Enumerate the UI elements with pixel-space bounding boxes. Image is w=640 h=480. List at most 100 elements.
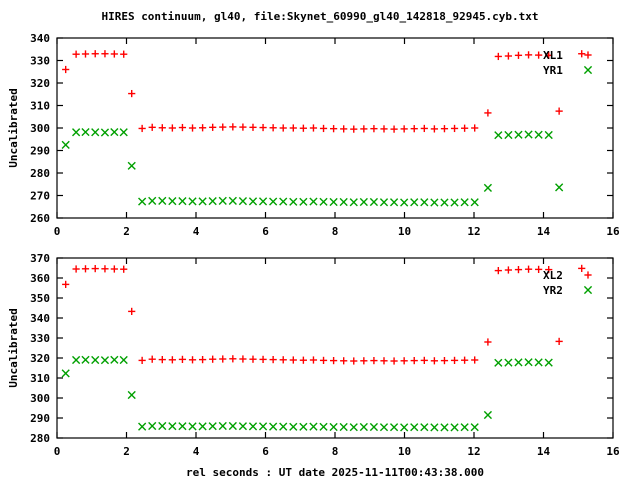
data-point-YR1 (410, 198, 419, 207)
data-point-YR1 (494, 131, 503, 140)
data-point-XL2 (128, 307, 136, 315)
data-point-YR1 (349, 198, 358, 207)
data-point-XL1 (199, 124, 207, 132)
x-tick-label-top: 12 (467, 225, 480, 238)
x-tick-label-bottom: 6 (262, 445, 269, 458)
y-tick-label-bottom: 370 (30, 252, 50, 265)
data-point-XL1 (120, 50, 128, 58)
data-point-XL2 (138, 356, 146, 364)
data-point-YR1 (178, 197, 187, 206)
data-points-bottom (61, 264, 586, 432)
data-point-YR1 (309, 197, 318, 206)
data-point-XL1 (110, 50, 118, 58)
data-point-YR2 (319, 422, 328, 431)
data-point-XL1 (514, 51, 523, 59)
data-point-XL2 (101, 265, 109, 273)
data-point-XL1 (330, 125, 338, 133)
data-point-XL2 (360, 357, 368, 365)
data-point-XL1 (471, 124, 479, 132)
data-point-YR2 (110, 355, 119, 364)
data-point-XL2 (420, 356, 428, 364)
data-point-YR1 (514, 130, 523, 139)
x-tick-label-bottom: 10 (398, 445, 411, 458)
data-point-YR2 (148, 421, 157, 431)
x-tick-label-bottom: 4 (193, 445, 200, 458)
y-tick-label-bottom: 290 (30, 412, 50, 425)
x-tick-label-top: 14 (537, 225, 551, 238)
data-point-XL2 (390, 357, 398, 365)
data-point-XL1 (259, 123, 267, 132)
data-point-XL2 (168, 356, 176, 364)
data-point-XL1 (239, 123, 247, 131)
data-point-YR1 (258, 197, 268, 206)
y-tick-label-top: 280 (30, 167, 50, 180)
data-point-XL2 (148, 355, 156, 363)
x-tick-label-top: 4 (193, 225, 200, 238)
panel-bottom: 280 290 300 310 320 330 340 350 360 370 0 2 4 6 8 10 12 1… (7, 252, 620, 479)
data-point-XL1 (494, 52, 502, 61)
data-point-YR2 (440, 423, 449, 432)
data-point-YR1 (208, 197, 217, 206)
data-point-YR2 (483, 410, 492, 420)
data-point-YR1 (119, 128, 128, 137)
y-tick-label-bottom: 330 (30, 332, 50, 345)
data-point-YR1 (279, 197, 288, 206)
y-tick-label-bottom: 360 (30, 272, 50, 285)
data-point-YR1 (228, 196, 237, 205)
data-point-XL2 (120, 265, 128, 273)
data-point-XL1 (350, 125, 358, 133)
data-point-XL2 (199, 356, 207, 364)
data-point-YR1 (319, 197, 328, 206)
data-point-YR1 (389, 198, 399, 207)
y-tick-label-bottom: 350 (30, 292, 50, 305)
data-point-XL2 (289, 356, 297, 364)
data-point-XL1 (269, 124, 277, 132)
data-point-YR2 (379, 423, 389, 432)
data-point-XL1 (209, 123, 217, 131)
data-point-YR1 (168, 197, 177, 206)
data-point-XL1 (360, 125, 368, 133)
data-point-XL1 (72, 50, 80, 58)
data-point-YR2 (494, 358, 503, 367)
x-tick-label-top: 10 (398, 225, 411, 238)
y-tick-label-bottom: 300 (30, 392, 50, 405)
data-point-YR1 (555, 183, 564, 192)
data-point-YR1 (218, 196, 227, 205)
data-point-YR2 (349, 423, 358, 432)
data-point-XL1 (62, 65, 70, 74)
data-point-YR1 (359, 197, 368, 207)
data-points-top (61, 50, 586, 207)
data-point-XL2 (410, 357, 418, 365)
data-point-YR2 (470, 423, 479, 432)
data-point-YR2 (72, 355, 81, 365)
y-tick-label-bottom: 280 (30, 432, 50, 445)
data-point-YR1 (81, 127, 90, 137)
data-point-XL2 (380, 357, 388, 365)
data-point-YR1 (289, 197, 298, 206)
data-point-XL2 (178, 355, 187, 363)
data-point-XL2 (471, 356, 479, 364)
data-point-YR1 (470, 198, 479, 207)
data-point-XL2 (578, 264, 586, 272)
series-YR2 (61, 355, 553, 432)
data-point-YR2 (450, 423, 459, 432)
data-point-XL1 (299, 124, 307, 132)
data-point-XL2 (494, 267, 502, 275)
data-point-XL1 (289, 124, 297, 132)
data-point-XL2 (309, 356, 318, 364)
data-point-XL2 (239, 355, 247, 363)
data-point-YR2 (534, 358, 543, 367)
data-point-XL1 (524, 51, 533, 59)
x-axis-label: rel seconds : UT date 2025-11-11T00:43:3… (186, 466, 484, 479)
data-point-XL1 (390, 125, 398, 133)
y-tick-label-bottom: 320 (30, 352, 50, 365)
data-point-XL2 (259, 355, 267, 363)
data-point-XL1 (168, 124, 176, 132)
data-point-YR1 (400, 198, 409, 207)
data-point-YR1 (248, 197, 258, 206)
data-point-YR1 (238, 197, 248, 206)
data-point-XL2 (81, 265, 90, 273)
data-point-YR1 (198, 197, 207, 206)
data-point-XL1 (81, 50, 90, 58)
data-point-YR1 (329, 197, 338, 207)
